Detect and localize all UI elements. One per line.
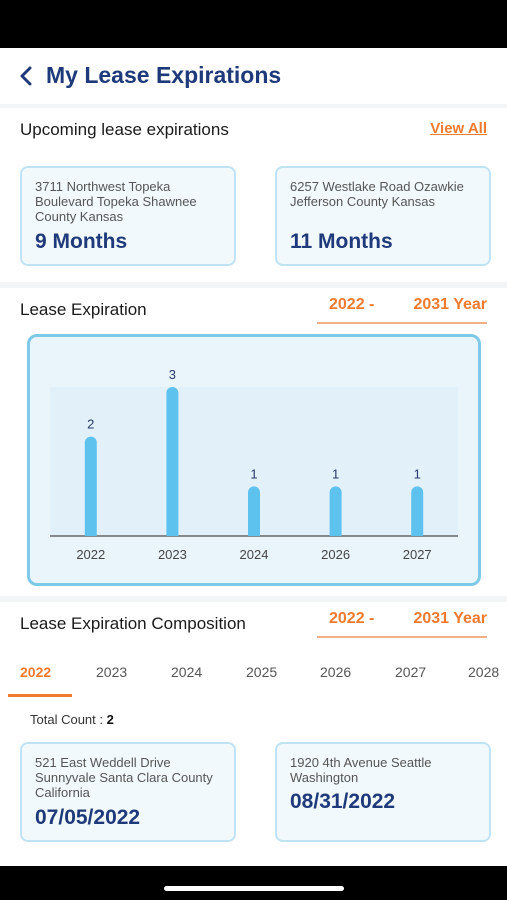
lease-card[interactable]: 3711 Northwest Topeka Boulevard Topeka S… [20,166,236,266]
total-count-label: Total Count : [30,712,103,727]
bar-2024[interactable] [248,486,260,536]
bar-2023[interactable] [166,387,179,536]
composition-lease-card[interactable]: 1920 4th Avenue Seattle Washington 08/31… [275,742,491,842]
data-label-2022: 2 [87,417,94,432]
x-tick-label-2024: 2024 [240,547,269,562]
x-tick-label-2023: 2023 [158,547,187,562]
data-label-2026: 1 [332,466,339,481]
active-tab-indicator [8,694,72,697]
view-all-link[interactable]: View All [430,120,487,137]
data-label-2027: 1 [414,466,421,481]
range-end: 2031 Year [413,296,487,313]
bar-2022[interactable] [84,436,97,536]
composition-title: Lease Expiration Composition [20,614,246,633]
lease-expiration-title: Lease Expiration [20,300,147,319]
lease-address: 6257 Westlake Road Ozawkie Jefferson Cou… [290,179,464,209]
x-tick-label-2026: 2026 [321,547,350,562]
data-label-2024: 1 [250,466,257,481]
chevron-left-icon[interactable] [18,66,36,86]
lease-address: 3711 Northwest Topeka Boulevard Topeka S… [35,179,197,224]
bar-chart-svg: 2 2022 3 2023 1 2024 1 2026 1 2027 [50,367,458,562]
upcoming-card: Upcoming lease expirations View All 3711… [0,108,507,282]
tab-2026[interactable]: 2026 [320,664,352,680]
x-tick-label-2027: 2027 [403,547,432,562]
range-start: 2022 - [329,610,375,627]
year-tabs: 2022 2023 2024 2025 2026 2027 2028 [0,652,507,700]
bar-chart: 2 2022 3 2023 1 2024 1 2026 1 2027 [27,334,481,586]
x-tick-label-2022: 2022 [76,547,105,562]
top-app-bar: My Lease Expirations [0,48,507,104]
lease-card[interactable]: 6257 Westlake Road Ozawkie Jefferson Cou… [275,166,491,266]
tab-2027[interactable]: 2027 [395,664,427,680]
tab-2022[interactable]: 2022 [20,664,52,680]
app-screen: My Lease Expirations Upcoming lease expi… [0,48,507,866]
lease-address: 521 East Weddell Drive Sunnyvale Santa C… [35,755,213,800]
bar-2026[interactable] [329,486,342,536]
year-range-selector[interactable]: 2022 - 2031 Year [317,294,487,324]
lease-date: 08/31/2022 [290,790,396,813]
tab-2025[interactable]: 2025 [246,664,278,680]
upcoming-title: Upcoming lease expirations [20,120,229,139]
lease-remaining: 11 Months [290,230,393,253]
tab-2024[interactable]: 2024 [171,664,203,680]
lease-address: 1920 4th Avenue Seattle Washington [290,755,432,785]
lease-remaining: 9 Months [35,230,128,253]
range-start: 2022 - [329,296,375,313]
data-label-2023: 3 [169,367,176,382]
composition-year-range-selector[interactable]: 2022 - 2031 Year [317,608,487,638]
total-count: Total Count : 2 [30,712,114,727]
range-end: 2031 Year [413,610,487,627]
bar-2027[interactable] [411,486,424,536]
total-count-value: 2 [106,712,114,727]
home-indicator[interactable] [164,886,344,891]
tab-2023[interactable]: 2023 [96,664,128,680]
tab-2028[interactable]: 2028 [468,664,500,680]
lease-date: 07/05/2022 [35,806,141,829]
page-title: My Lease Expirations [46,62,282,88]
composition-lease-card[interactable]: 521 East Weddell Drive Sunnyvale Santa C… [20,742,236,842]
